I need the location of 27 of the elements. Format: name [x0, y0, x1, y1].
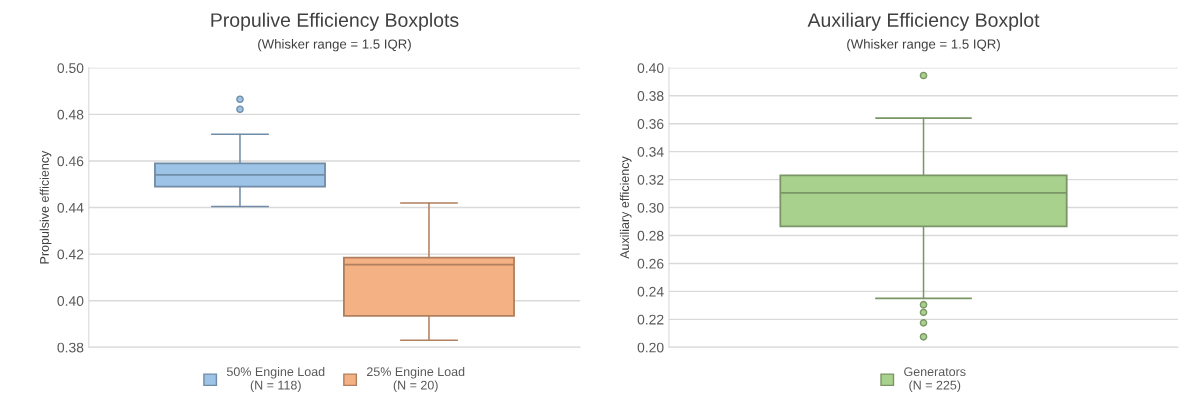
legend-label: Generators (N = 225)	[904, 367, 966, 393]
y-tick-label: 0.40	[637, 63, 664, 73]
y-tick-label: 0.38	[57, 342, 84, 353]
y-tick-label: 0.48	[57, 109, 84, 120]
y-tick-label: 0.22	[637, 314, 664, 325]
y-tick-label: 0.28	[637, 230, 664, 241]
y-tick-label: 0.24	[637, 286, 664, 297]
chart-subtitle: (Whisker range = 1.5 IQR)	[258, 39, 411, 52]
y-tick-label: 0.26	[637, 258, 664, 269]
y-tick-label: 0.46	[57, 156, 84, 167]
y-axis-title: Auxiliary efficiency	[619, 156, 632, 259]
legend-label: 50% Engine Load (N = 118)	[226, 366, 325, 393]
y-tick-label: 0.36	[637, 119, 664, 129]
legend-label: 25% Engine Load (N = 20)	[366, 366, 465, 393]
chart-subtitle: (Whisker range = 1.5 IQR)	[847, 39, 1000, 52]
y-tick-label: 0.32	[637, 174, 664, 185]
y-tick-label: 0.34	[637, 146, 664, 157]
chart-title: Propulive Efficiency Boxplots	[211, 12, 459, 31]
y-tick-label: 0.38	[637, 91, 664, 101]
y-tick-label: 0.42	[57, 249, 84, 260]
y-tick-label: 0.50	[57, 63, 84, 73]
y-tick-label: 0.40	[57, 296, 84, 306]
y-tick-label: 0.20	[637, 342, 664, 353]
y-tick-label: 0.44	[57, 202, 84, 213]
chart-title: Auxiliary Efficiency Boxplot	[807, 12, 1040, 31]
y-tick-label: 0.30	[637, 202, 664, 213]
y-axis-title: Propulsive efficiency	[39, 150, 52, 264]
